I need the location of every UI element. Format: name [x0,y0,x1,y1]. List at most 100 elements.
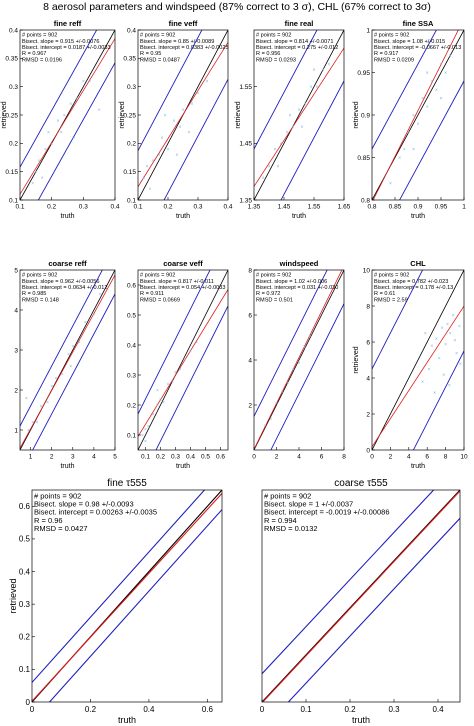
plot-area: ×××××××××××××××× [138,30,228,200]
y-tick-label: 2 [248,402,252,409]
stats-line: R = 0.917 [374,51,398,57]
x-tick-label: 0.3 [193,204,202,211]
data-point: × [389,181,392,187]
stats-line: Bisect. slope = 1 +/-0.0037 [264,500,353,509]
data-point: × [428,367,431,373]
x-tick-label: 1 [29,454,33,461]
plot-area: ×××××××××××××××× [20,270,115,450]
x-axis-label: truth [292,213,306,220]
y-tick-label: 1.45 [239,141,252,148]
panel-6: ×× ×××× ×× ×× ××××××0.1 0.2 0.3 0.4 0.5 0.60.10.2… [127,259,229,470]
lower-bound-line [48,509,222,702]
data-point: × [398,156,401,162]
axes-frame [261,489,461,703]
x-axis-label: truth [60,463,74,470]
stats-line: Bisect. intercept = 0.0383 +/-0.0025 [140,45,229,51]
data-point: × [159,397,162,403]
y-axis-label: retrieved [119,101,126,128]
y-tick-label: 0 [26,698,31,707]
x-tick-label: 8 [342,454,346,461]
y-axis-label: retrieved [235,101,242,128]
y-tick-label: 0.8 [361,197,370,204]
y-tick-label: 0.25 [5,112,18,119]
y-tick-label: 0.15 [123,169,136,176]
y-tick-label: 4 [366,375,370,382]
x-tick-label: 0.9 [413,204,422,211]
data-point: × [298,107,301,113]
data-point: × [435,88,438,94]
y-tick-label: 0.5 [127,312,136,319]
stats-line: R = 0.956 [256,51,280,57]
x-tick-label: 4 [407,454,411,461]
stats-line: Bisect. slope = 0.782 +/-0.023 [374,279,448,285]
data-point: × [171,379,174,385]
data-point: × [60,130,63,136]
panel-4: ××××××××××××××××0.8 0.85 0.9 0.95 10.80.850.… [353,19,466,220]
data-point: × [63,113,66,119]
data-point: × [433,390,436,396]
x-tick-label: 1.35 [248,204,261,211]
plot-area: ××××××××× [254,270,344,450]
stats-line: RMSD = 0.0669 [140,297,180,303]
data-point: × [78,340,81,346]
stats-line: Bisect. intercept = 0.0634 +/-0.012 [22,285,108,291]
data-point: × [264,423,267,429]
data-point: × [35,420,38,426]
data-point: × [444,71,447,77]
data-point: × [458,324,461,330]
data-point: × [84,320,87,326]
y-tick-label: 0.95 [357,70,370,77]
lower-bound-line [37,62,115,200]
upper-bound-line [20,30,98,168]
one-to-one-line [20,30,115,200]
stats-line: RMSD = 0.0132 [264,524,318,533]
fit-line [138,289,228,437]
x-axis-label: truth [118,715,136,725]
y-tick-label: 0.3 [127,84,136,91]
y-tick-label: 0.15 [5,169,18,176]
data-point: × [54,376,57,382]
data-point: × [189,349,192,355]
data-point: × [430,79,433,85]
data-point: × [455,351,458,357]
data-point: × [421,380,424,386]
x-tick-label: 0.1 [141,454,150,461]
data-point: × [72,136,75,142]
stats-line: Bisect. intercept = -0.0019 +/-0.00086 [264,508,390,517]
y-axis-label: retrieved [353,101,360,128]
data-point: × [69,102,72,108]
panel-title: fine real [285,19,314,28]
stats-line: # points = 902 [374,33,409,39]
y-tick-label: 0 [366,447,370,454]
data-point: × [149,187,152,193]
upper-bound-line [262,490,435,675]
panel-title: fine τ555 [107,478,147,489]
data-point: × [179,367,182,373]
data-point: × [281,390,284,396]
y-tick-label: 0.5 [19,535,31,544]
y-tick-label: 0.4 [19,567,31,576]
plot-area: ×××××××××××××××××× [372,270,464,450]
data-point: × [34,170,37,176]
fit-line [372,30,459,200]
fit-line [32,493,222,702]
data-point: × [76,96,79,102]
stats-line: Bisect. slope = 1.08 +/-0.015 [374,39,445,45]
stats-line: RMSD = 0.0487 [140,57,180,63]
data-point: × [442,372,445,378]
y-tick-label: 0.4 [127,342,136,349]
data-point: × [328,62,331,68]
data-point: × [292,124,295,130]
x-tick-label: 6 [320,454,324,461]
x-tick-label: 0 [260,705,265,714]
y-tick-label: 0.3 [9,84,18,91]
x-tick-label: 1 [462,204,466,211]
data-point: × [421,96,424,102]
x-tick-label: 0.3 [79,204,88,211]
stats-line: R = 0.61 [374,291,395,297]
data-point: × [147,424,150,430]
data-point: × [50,384,53,390]
y-tick-label: 2 [366,411,370,418]
